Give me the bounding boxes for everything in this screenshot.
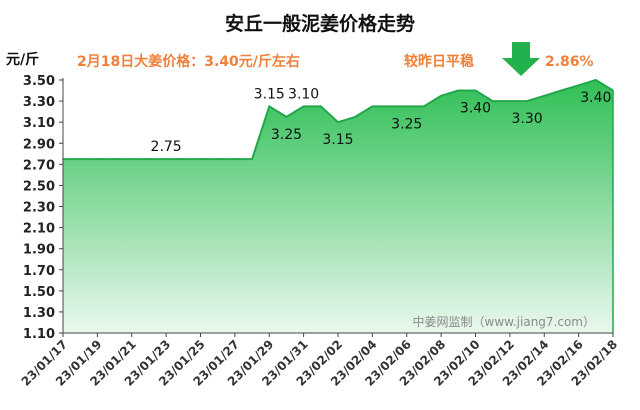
data-point: [165, 158, 167, 160]
price-area: [63, 80, 613, 333]
data-point: [474, 89, 477, 92]
data-label: 3.40: [460, 101, 491, 117]
data-point: [526, 100, 528, 102]
data-point: [577, 84, 580, 87]
y-tick-label: 1.70: [23, 264, 55, 279]
unit-label: 元/斤: [6, 51, 39, 68]
y-tick-label: 2.90: [23, 137, 55, 152]
chart-title: 安丘一般泥姜价格走势: [225, 12, 415, 35]
data-point: [285, 116, 288, 118]
data-point: [251, 158, 253, 160]
data-point: [543, 95, 546, 97]
data-label: 3.10: [288, 86, 319, 102]
data-point: [560, 89, 563, 92]
data-point: [182, 158, 185, 160]
data-label: 3.30: [511, 111, 542, 127]
y-tick-label: 2.30: [23, 201, 55, 216]
data-point: [268, 105, 271, 108]
data-point: [491, 100, 494, 102]
y-tick-label: 3.30: [23, 95, 55, 110]
y-tick-label: 2.70: [23, 158, 55, 173]
data-point: [79, 158, 81, 160]
data-labels: 2.753.153.253.103.153.253.403.303.40: [151, 86, 612, 155]
data-label: 3.25: [271, 127, 302, 143]
data-point: [388, 105, 391, 108]
y-tick-label: 1.50: [23, 285, 55, 300]
data-point: [371, 105, 374, 108]
data-point: [320, 105, 322, 108]
data-label: 3.15: [322, 132, 353, 148]
x-axis: 23/01/1723/01/1923/01/2123/01/2323/01/25…: [19, 332, 620, 389]
data-point: [130, 158, 133, 160]
data-point: [199, 158, 202, 160]
trend-percent: 2.86%: [545, 54, 594, 70]
y-tick-label: 1.30: [23, 306, 55, 321]
data-point: [440, 95, 442, 97]
watermark: 中姜网监制（www.jiang7.com）: [413, 314, 595, 329]
data-point: [595, 79, 597, 81]
data-point: [423, 105, 425, 108]
data-point: [457, 89, 460, 92]
data-label: 3.40: [580, 90, 611, 106]
y-tick-label: 2.10: [23, 222, 55, 237]
data-point: [405, 105, 408, 108]
data-point: [354, 116, 356, 118]
y-tick-label: 2.50: [23, 179, 55, 194]
data-label: 3.25: [391, 116, 422, 132]
y-axis: 3.50 3.30 3.10 2.90 2.70 2.50 2.30 2.10 1.90 1.70…: [23, 74, 64, 342]
data-label: 2.75: [151, 139, 182, 155]
y-tick-label: 3.10: [23, 116, 55, 131]
data-point: [612, 89, 614, 92]
data-point: [337, 121, 339, 123]
data-point: [509, 100, 511, 102]
data-point: [96, 158, 99, 160]
plot-area: [62, 78, 614, 333]
trend-label: 较昨日平稳: [404, 53, 474, 70]
y-tick-label: 1.90: [23, 243, 55, 258]
data-point: [302, 105, 305, 108]
y-tick-label: 1.10: [23, 327, 55, 342]
data-point: [113, 158, 116, 160]
data-label: 3.15: [254, 86, 285, 102]
y-tick-label: 3.50: [23, 74, 55, 89]
data-point: [234, 158, 236, 160]
data-point: [216, 158, 219, 160]
data-point: [148, 158, 150, 160]
down-arrow-icon: [502, 42, 540, 76]
chart-subtitle: 2月18日大姜价格：3.40元/斤左右: [77, 53, 300, 70]
